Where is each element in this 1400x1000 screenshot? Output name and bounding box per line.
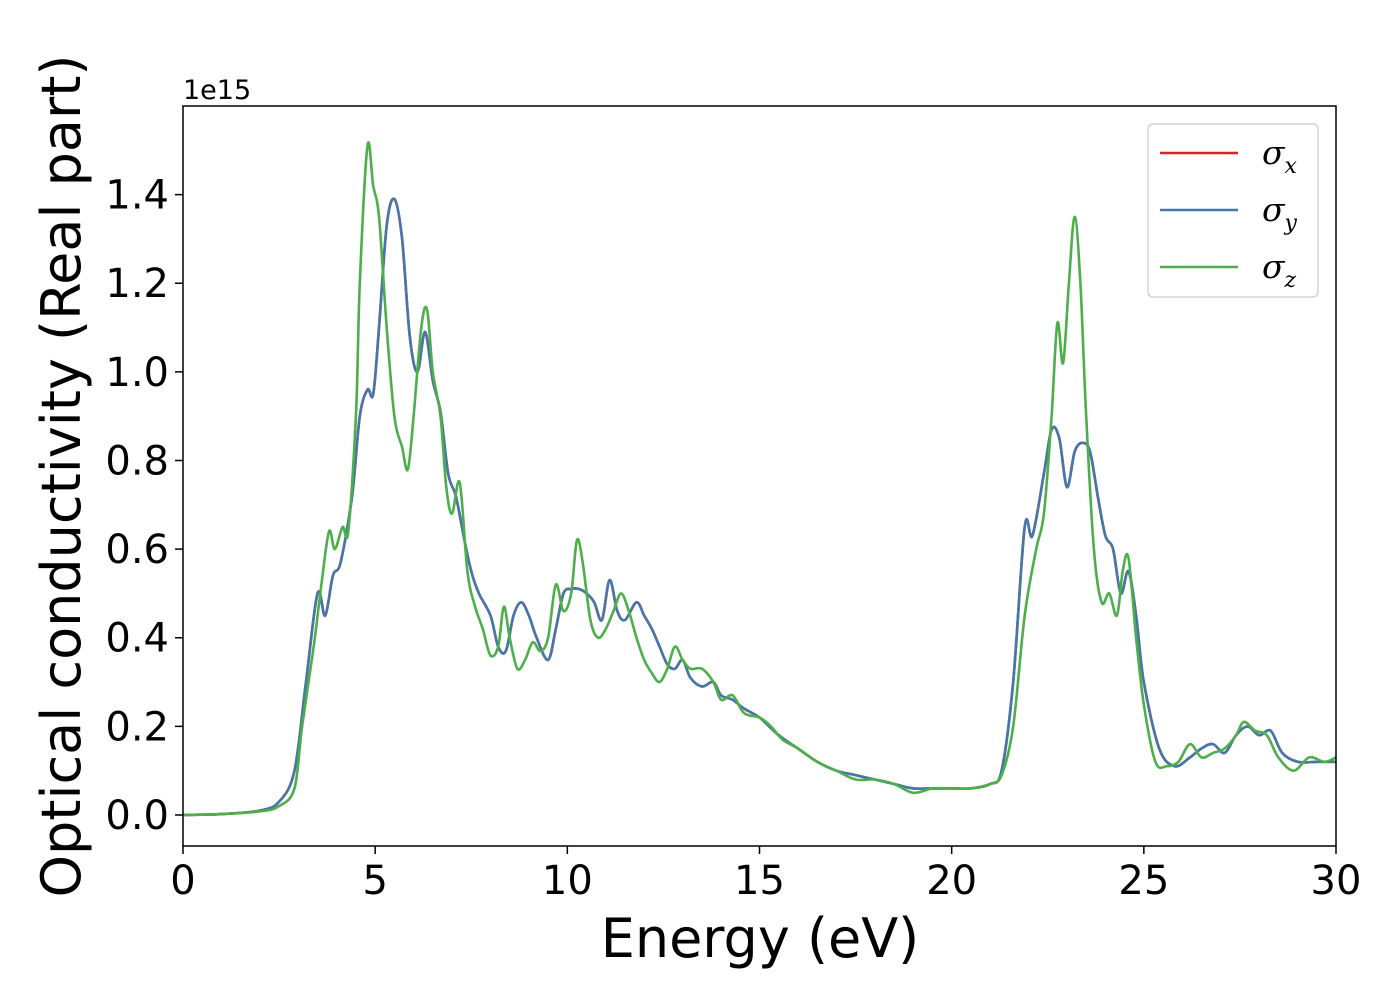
legend-label-z: σz	[1262, 247, 1297, 293]
y-tick-label: 0.2	[105, 704, 169, 750]
series-line-z	[183, 141, 1336, 817]
legend-symbol: σ	[1262, 247, 1286, 286]
x-tick-label: 15	[734, 858, 785, 904]
x-tick-label: 30	[1311, 858, 1362, 904]
y-axis-title: Optical conductivity (Real part)	[30, 55, 93, 898]
x-tick-label: 25	[1118, 858, 1169, 904]
y-axis: 0.0 0.2 0.4 0.6 0.8 1.0 1.2 1.4	[105, 173, 183, 839]
y-tick-label: 1.0	[105, 350, 169, 396]
legend-label-x: σx	[1262, 133, 1298, 179]
y-tick-label: 0.0	[105, 793, 169, 839]
legend-subscript: x	[1285, 154, 1298, 179]
y-tick-label: 0.4	[105, 616, 169, 662]
y-tick-label: 0.6	[105, 527, 169, 573]
legend-subscript: z	[1284, 268, 1297, 293]
legend-symbol: σ	[1262, 190, 1286, 229]
series-layer	[183, 141, 1336, 817]
legend-subscript: y	[1284, 211, 1298, 236]
y-tick-label: 1.4	[105, 173, 169, 219]
legend-label-y: σy	[1262, 190, 1298, 236]
x-axis: 0 5 10 15 20 25 30	[170, 846, 1361, 904]
x-axis-title: Energy (eV)	[601, 907, 920, 970]
x-tick-label: 5	[362, 858, 387, 904]
y-tick-label: 0.8	[105, 438, 169, 484]
x-tick-label: 10	[542, 858, 593, 904]
y-offset-label: 1e15	[183, 75, 251, 106]
x-tick-label: 20	[926, 858, 977, 904]
series-line-y	[183, 197, 1336, 817]
y-tick-label: 1.2	[105, 261, 169, 307]
legend-symbol: σ	[1262, 133, 1286, 172]
x-tick-label: 0	[170, 858, 195, 904]
